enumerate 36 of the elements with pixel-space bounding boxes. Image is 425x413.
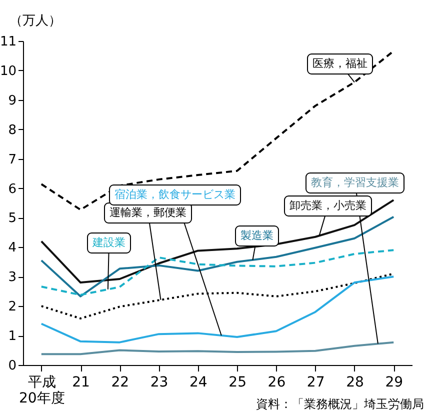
line-series (40, 341, 395, 356)
y-tick-label: 4 (8, 240, 16, 256)
x-tick-label: 29 (385, 374, 404, 390)
y-axis-title: （万人） (10, 14, 62, 28)
text: 教育，学習支援業 (311, 176, 399, 189)
x-tick-label: 24 (190, 374, 208, 390)
text: 宿泊業，飲食サービス業 (114, 188, 236, 201)
line-series (40, 199, 395, 284)
y-tick-label: 9 (8, 93, 16, 108)
y-tick-label: 11 (0, 34, 16, 50)
y-tick-label: 1 (8, 329, 16, 344)
series-label: 卸売業，小売業 (290, 199, 366, 212)
y-tick-label: 5 (8, 211, 16, 226)
line-series (40, 249, 395, 296)
y-tick-label: 10 (0, 64, 16, 79)
x-tick-label: 23 (150, 374, 168, 390)
y-tick-label: 8 (8, 122, 16, 138)
x-tick-label: 平成 20年度 (18, 374, 65, 406)
line-series (40, 276, 395, 344)
series-label: 医療，福祉 (312, 57, 368, 70)
x-tick-label: 27 (306, 374, 325, 390)
x-tick-label: 22 (111, 374, 130, 390)
x-tick-label: 25 (228, 374, 246, 390)
y-tick-label: 7 (8, 152, 16, 168)
text: 建設業 (92, 236, 126, 249)
y-tick-label: 3 (8, 270, 16, 286)
x-tick-label: 28 (346, 374, 364, 390)
y-tick-label: 0 (8, 358, 16, 374)
line-series (40, 216, 395, 298)
text: 資料：「業務概況」埼玉労働局 (256, 397, 424, 411)
text: 運輸業，郵便業 (110, 206, 186, 219)
series-label: 製造業 (240, 229, 274, 242)
y-tick-label: 2 (8, 300, 16, 315)
y-tick-label: 6 (8, 182, 16, 197)
x-tick-label: 26 (268, 374, 286, 390)
x-tick-label: 21 (72, 374, 90, 390)
